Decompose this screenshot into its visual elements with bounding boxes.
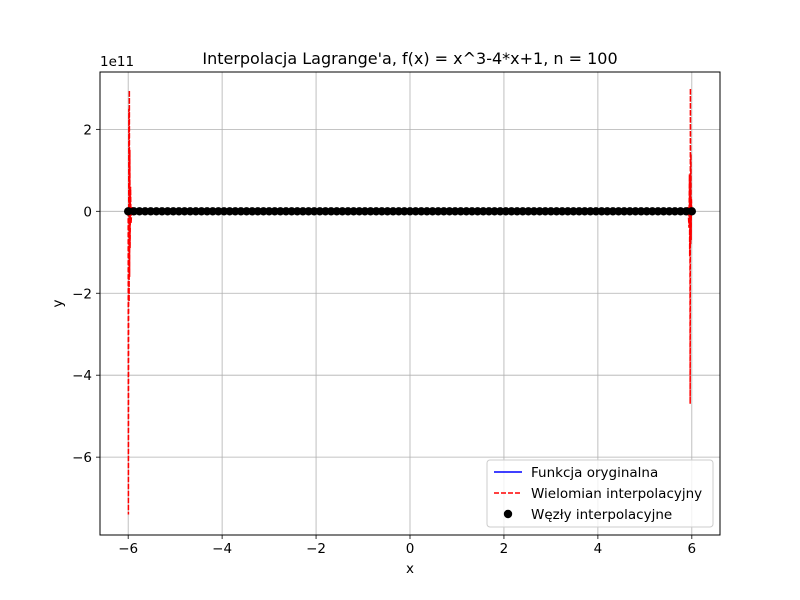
plot-data (123, 88, 697, 515)
interpolation-node-point (687, 207, 697, 216)
x-tick-label: 6 (688, 541, 697, 557)
legend-box (486, 459, 714, 528)
axis-ticks: −6 −4 −2 0 2 4 6 −6 −4 −2 0 2 (72, 122, 696, 557)
x-tick-label: 2 (500, 541, 509, 557)
legend-label-nodes: Węzły interpolacyjne (531, 507, 672, 523)
x-tick-label: −2 (306, 541, 326, 557)
y-tick-label: −6 (72, 450, 92, 466)
x-tick-label: −4 (212, 541, 232, 557)
y-tick-label: −2 (72, 286, 92, 302)
y-tick-label: −4 (72, 368, 92, 384)
x-axis-label: x (406, 561, 414, 577)
legend-label-interpolation: Wielomian interpolacyjny (531, 486, 702, 502)
y-axis-label: y (50, 300, 66, 308)
legend: Funkcja oryginalna Wielomian interpolacy… (486, 459, 714, 528)
legend-label-original: Funkcja oryginalna (531, 465, 658, 481)
y-tick-label: 0 (83, 204, 92, 220)
y-offset-label: 1e11 (100, 54, 134, 70)
legend-swatch-nodes (503, 509, 513, 519)
x-tick-label: −6 (118, 541, 138, 557)
chart-title: Interpolacja Lagrange'a, f(x) = x^3-4*x+… (202, 49, 617, 68)
x-tick-label: 0 (406, 541, 415, 557)
y-tick-label: 2 (83, 122, 92, 138)
x-tick-label: 4 (594, 541, 603, 557)
